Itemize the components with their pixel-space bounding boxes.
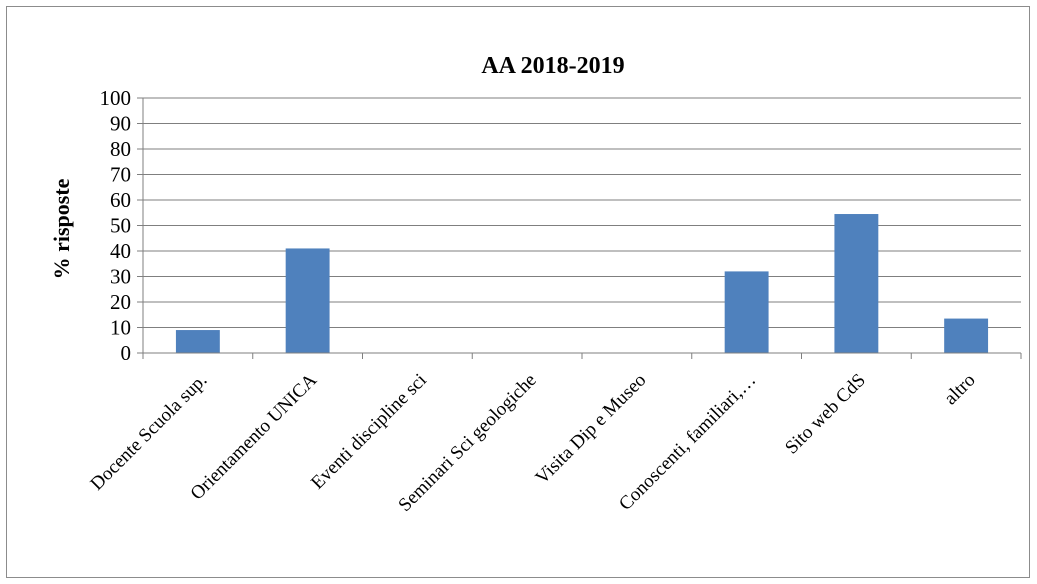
category-label: Docente Scuola sup. (86, 370, 211, 495)
y-tick-label: 70 (110, 163, 131, 187)
y-axis-label: % risposte (49, 178, 74, 279)
category-label: Orientamento UNICA (187, 369, 322, 504)
chart-frame: AA 2018-2019 % risposte 0 10 20 30 40 50 60 70 8… (6, 6, 1030, 578)
bar (175, 330, 220, 353)
bar (834, 214, 879, 353)
chart-title: AA 2018-2019 (481, 53, 624, 79)
category-label: Eventi discipline sci (307, 370, 431, 494)
y-tick-label: 50 (110, 214, 131, 238)
y-tick-label: 30 (110, 265, 131, 289)
gridlines (143, 97, 1021, 328)
bars (175, 214, 989, 353)
y-tick-label: 90 (110, 112, 131, 136)
y-tick-label: 40 (110, 239, 131, 263)
axes (137, 97, 1022, 359)
y-tick-label: 60 (110, 188, 131, 212)
category-label: Visita Dip e Museo (532, 370, 651, 489)
bar (724, 271, 769, 353)
bar (944, 318, 989, 353)
bar (285, 248, 330, 353)
bar-chart: AA 2018-2019 % risposte 0102030405060708… (49, 53, 1022, 516)
y-tick-label: 80 (110, 137, 131, 161)
y-tick-label: 20 (110, 290, 131, 314)
category-label: Sito web CdS (781, 370, 870, 459)
y-tick-label: 100 (100, 86, 132, 110)
y-tick-label: 10 (110, 316, 131, 340)
category-labels: Docente Scuola sup.Orientamento UNICAEve… (86, 369, 979, 515)
y-tick-label: 0 (121, 341, 132, 365)
category-label: altro (940, 370, 979, 409)
